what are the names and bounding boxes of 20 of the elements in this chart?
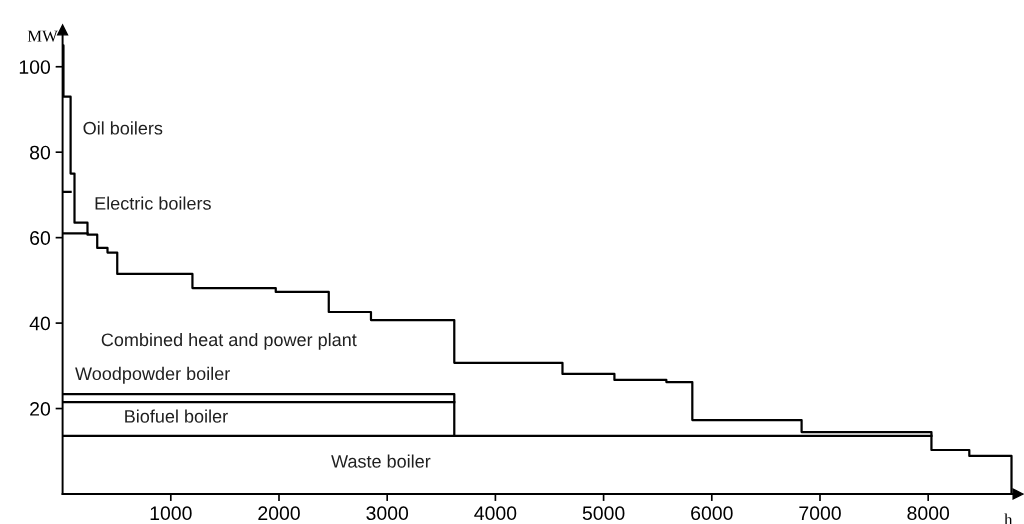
annotation: Electric boilers (95, 196, 211, 210)
annotation: Biofuel boiler (125, 409, 228, 423)
x-tick-label: 5000 (582, 506, 625, 521)
y-tick-label: 20 (30, 402, 51, 416)
y-tick-label: 40 (29, 316, 51, 331)
y-tick-label: 60 (30, 231, 51, 245)
x-tick-label: 8000 (907, 506, 950, 521)
x-tick-label: 2000 (258, 506, 300, 521)
annotation: Waste boiler (331, 454, 431, 468)
y-tick-label: 80 (30, 145, 51, 160)
annotation: Woodpowder boiler (75, 366, 230, 384)
x-tick-label: 1000 (150, 506, 192, 521)
x-tick-label: 6000 (691, 506, 733, 521)
x-tick-label: 3000 (366, 506, 409, 521)
x-tick-label: 4000 (474, 506, 517, 521)
y-tick-label: 100 (19, 60, 51, 74)
annotation: Combined heat and power plant (101, 332, 357, 350)
annotation: Oil boilers (83, 121, 163, 135)
y-axis-title: MW (27, 30, 58, 42)
x-tick-label: 7000 (799, 506, 841, 521)
